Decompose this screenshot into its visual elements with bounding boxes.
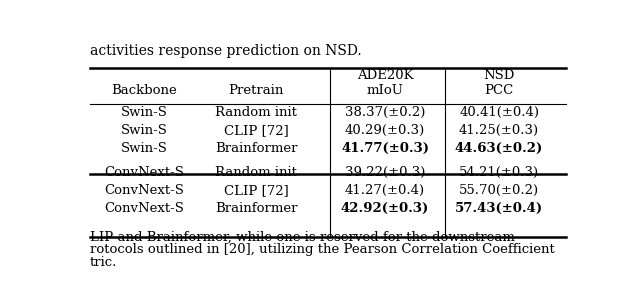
Text: Swin-S: Swin-S: [121, 124, 168, 137]
Text: CLIP [72]: CLIP [72]: [224, 184, 289, 197]
Text: Swin-S: Swin-S: [121, 106, 168, 120]
Text: PCC: PCC: [484, 84, 514, 97]
Text: Brainformer: Brainformer: [215, 202, 298, 214]
Text: ConvNext-S: ConvNext-S: [104, 184, 184, 197]
Text: ConvNext-S: ConvNext-S: [104, 166, 184, 179]
Text: 41.77(±0.3): 41.77(±0.3): [341, 142, 429, 155]
Text: Backbone: Backbone: [111, 84, 177, 97]
Text: 41.27(±0.4): 41.27(±0.4): [345, 184, 425, 197]
Text: Brainformer: Brainformer: [215, 142, 298, 155]
Text: Pretrain: Pretrain: [228, 84, 284, 97]
Text: Random init: Random init: [215, 106, 297, 120]
Text: Swin-S: Swin-S: [121, 142, 168, 155]
Text: ConvNext-S: ConvNext-S: [104, 202, 184, 214]
Text: rotocols outlined in [20], utilizing the Pearson Correlation Coefficient: rotocols outlined in [20], utilizing the…: [90, 243, 555, 256]
Text: activities response prediction on NSD.: activities response prediction on NSD.: [90, 44, 362, 58]
Text: 55.70(±0.2): 55.70(±0.2): [459, 184, 539, 197]
Text: 57.43(±0.4): 57.43(±0.4): [455, 202, 543, 214]
Text: 41.25(±0.3): 41.25(±0.3): [459, 124, 539, 137]
Text: 42.92(±0.3): 42.92(±0.3): [341, 202, 429, 214]
Text: 39.22(±0.3): 39.22(±0.3): [345, 166, 425, 179]
Text: 44.63(±0.2): 44.63(±0.2): [455, 142, 543, 155]
Text: 40.41(±0.4): 40.41(±0.4): [459, 106, 539, 120]
Text: NSD: NSD: [483, 69, 515, 82]
Text: mIoU: mIoU: [367, 84, 404, 97]
Text: tric.: tric.: [90, 256, 117, 269]
Text: 38.37(±0.2): 38.37(±0.2): [345, 106, 425, 120]
Text: LIP and Brainformer, while one is reserved for the downstream: LIP and Brainformer, while one is reserv…: [90, 230, 515, 243]
Text: ADE20K: ADE20K: [356, 69, 413, 82]
Text: Random init: Random init: [215, 166, 297, 179]
Text: CLIP [72]: CLIP [72]: [224, 124, 289, 137]
Text: 40.29(±0.3): 40.29(±0.3): [345, 124, 425, 137]
Text: 54.21(±0.3): 54.21(±0.3): [459, 166, 539, 179]
